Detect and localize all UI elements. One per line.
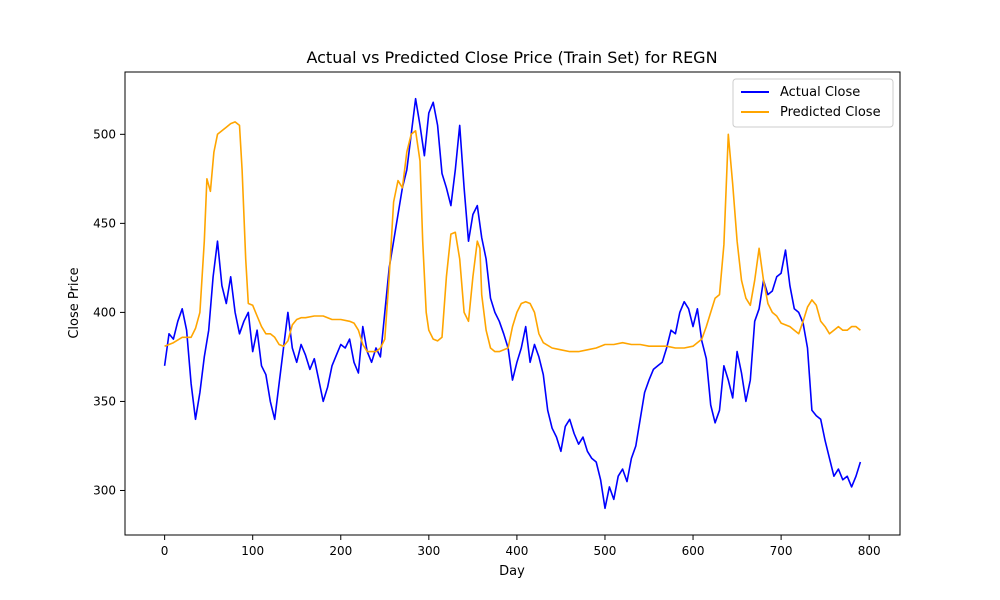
y-tick-label: 350	[93, 394, 116, 408]
y-tick-label: 500	[93, 127, 116, 141]
y-tick-label: 400	[93, 305, 116, 319]
x-tick-label: 300	[417, 544, 440, 558]
x-tick-label: 0	[161, 544, 169, 558]
x-tick-label: 500	[594, 544, 617, 558]
series-line-predicted-close	[164, 121, 861, 353]
x-tick-label: 700	[770, 544, 793, 558]
x-tick-label: 200	[329, 544, 352, 558]
y-tick-label: 300	[93, 483, 116, 497]
x-tick-label: 100	[241, 544, 264, 558]
legend-label: Actual Close	[780, 85, 860, 100]
legend: Actual Close Predicted Close	[732, 78, 894, 128]
legend-box	[732, 78, 894, 128]
plot-frame	[124, 71, 901, 536]
plot-area: 0 100 200 300 400 500 600 700 800 300 350 400 450 500	[93, 71, 901, 558]
chart-title: Actual vs Predicted Close Price (Train S…	[306, 48, 717, 67]
x-axis-label: Day	[499, 564, 525, 579]
y-tick-label: 450	[93, 216, 116, 230]
legend-label: Predicted Close	[780, 105, 881, 120]
y-axis-label: Close Price	[67, 267, 82, 338]
series-line-actual-close	[163, 97, 862, 510]
x-tick-label: 400	[505, 544, 528, 558]
x-tick-label: 600	[682, 544, 705, 558]
x-tick-label: 800	[858, 544, 881, 558]
